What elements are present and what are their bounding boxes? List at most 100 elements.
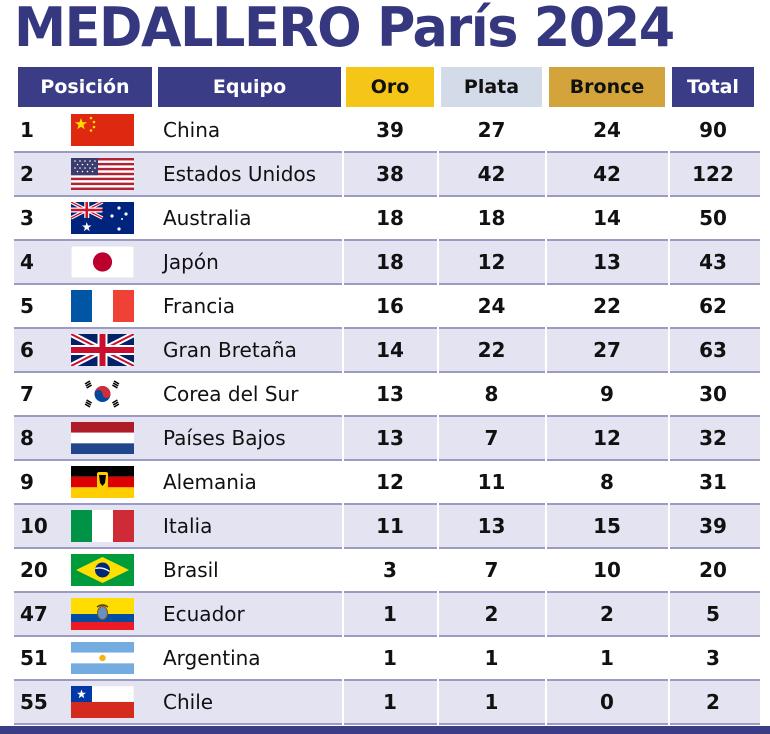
- rank: 7: [20, 382, 34, 406]
- gold-count: 11: [376, 514, 404, 538]
- bronze-count: 27: [593, 338, 621, 362]
- column-divider: [342, 109, 344, 725]
- table-row: 1 China 39 27 24 90: [14, 109, 760, 153]
- korea-flag-icon: [71, 378, 134, 410]
- team-name: Estados Unidos: [163, 162, 317, 186]
- rank: 20: [20, 558, 48, 582]
- brazil-flag-icon: [71, 554, 134, 586]
- rank: 3: [20, 206, 34, 230]
- team-name: Corea del Sur: [163, 382, 299, 406]
- gold-count: 14: [376, 338, 404, 362]
- gold-count: 13: [376, 382, 404, 406]
- bronze-count: 9: [600, 382, 614, 406]
- total-count: 63: [699, 338, 727, 362]
- rank: 51: [20, 646, 48, 670]
- ecuador-flag-icon: [71, 598, 134, 630]
- gold-count: 1: [383, 646, 397, 670]
- rank: 55: [20, 690, 48, 714]
- silver-count: 1: [484, 690, 499, 714]
- bronze-count: 10: [593, 558, 621, 582]
- table-row: 55 Chile 1 1 0 2: [14, 681, 760, 725]
- gold-count: 16: [376, 294, 404, 318]
- total-count: 20: [699, 558, 727, 582]
- table-row: 4 Japón 18 12 13 43: [14, 241, 760, 285]
- silver-count: 11: [477, 470, 506, 494]
- bottom-bar: [0, 726, 770, 734]
- team-name: Italia: [163, 514, 213, 538]
- rank: 2: [20, 162, 34, 186]
- team-name: Chile: [163, 690, 214, 714]
- gold-count: 3: [383, 558, 397, 582]
- japan-flag-icon: [70, 245, 135, 279]
- silver-count: 13: [477, 514, 506, 538]
- silver-count: 42: [477, 162, 506, 186]
- page-title: MEDALLERO París 2024: [14, 0, 675, 59]
- rank: 47: [20, 602, 48, 626]
- bronze-count: 1: [600, 646, 614, 670]
- rank: 9: [20, 470, 34, 494]
- uk-flag-icon: [69, 331, 136, 369]
- total-count: 62: [699, 294, 727, 318]
- table-body: 1 China 39 27 24 90 2 Estados Unidos 38 42 42 122 3 A…: [14, 109, 760, 725]
- team-name: Alemania: [163, 470, 257, 494]
- total-count: 39: [699, 514, 727, 538]
- total-count: 2: [706, 690, 720, 714]
- table-row: 51 Argentina 1 1 1 3: [14, 637, 760, 681]
- silver-count: 7: [484, 558, 499, 582]
- gold-count: 39: [376, 118, 404, 142]
- silver-count: 22: [477, 338, 506, 362]
- team-name: Brasil: [163, 558, 219, 582]
- table-header: Posición Equipo Oro Plata Bronce Total: [14, 65, 760, 109]
- silver-count: 12: [477, 250, 506, 274]
- total-count: 32: [699, 426, 727, 450]
- team-name: Japón: [163, 250, 219, 274]
- gold-count: 18: [376, 206, 404, 230]
- column-divider: [545, 109, 547, 725]
- germany-flag-icon: [71, 466, 134, 498]
- gold-count: 1: [383, 690, 397, 714]
- team-name: Argentina: [163, 646, 261, 670]
- silver-count: 1: [484, 646, 499, 670]
- total-count: 3: [706, 646, 720, 670]
- table-row: 47 Ecuador 1 2 2 5: [14, 593, 760, 637]
- france-flag-icon: [71, 290, 134, 322]
- bronze-count: 13: [593, 250, 621, 274]
- table-row: 2 Estados Unidos 38 42 42 122: [14, 153, 760, 197]
- bronze-count: 14: [593, 206, 621, 230]
- italy-flag-icon: [71, 510, 134, 542]
- silver-count: 24: [477, 294, 506, 318]
- chile-flag-icon: [70, 685, 135, 718]
- header-bronce: Bronce: [549, 67, 665, 107]
- table-row: 5 Francia 16 24 22 62: [14, 285, 760, 329]
- bronze-count: 12: [593, 426, 621, 450]
- rank: 1: [20, 118, 34, 142]
- bronze-count: 22: [593, 294, 621, 318]
- netherlands-flag-icon: [71, 422, 134, 454]
- china-flag-icon: [71, 114, 134, 146]
- silver-count: 27: [477, 118, 506, 142]
- total-count: 122: [692, 162, 734, 186]
- silver-count: 18: [477, 206, 506, 230]
- total-count: 43: [699, 250, 727, 274]
- rank: 10: [20, 514, 48, 538]
- silver-count: 2: [484, 602, 499, 626]
- team-name: Francia: [163, 294, 236, 318]
- table-row: 10 Italia 11 13 15 39: [14, 505, 760, 549]
- column-divider: [668, 109, 670, 725]
- gold-count: 18: [376, 250, 404, 274]
- medal-table: Posición Equipo Oro Plata Bronce Total 1…: [14, 65, 760, 725]
- silver-count: 7: [484, 426, 499, 450]
- total-count: 50: [699, 206, 727, 230]
- table-row: 9 Alemania 12 11 8 31: [14, 461, 760, 505]
- header-oro: Oro: [346, 67, 434, 107]
- rank: 4: [20, 250, 34, 274]
- australia-flag-icon: [70, 200, 134, 234]
- total-count: 31: [699, 470, 727, 494]
- bronze-count: 8: [600, 470, 614, 494]
- gold-count: 13: [376, 426, 404, 450]
- gold-count: 38: [376, 162, 404, 186]
- team-name: Gran Bretaña: [163, 338, 297, 362]
- table-row: 3 Australia 18 18 14 50: [14, 197, 760, 241]
- argentina-flag-icon: [71, 642, 134, 674]
- bronze-count: 42: [593, 162, 621, 186]
